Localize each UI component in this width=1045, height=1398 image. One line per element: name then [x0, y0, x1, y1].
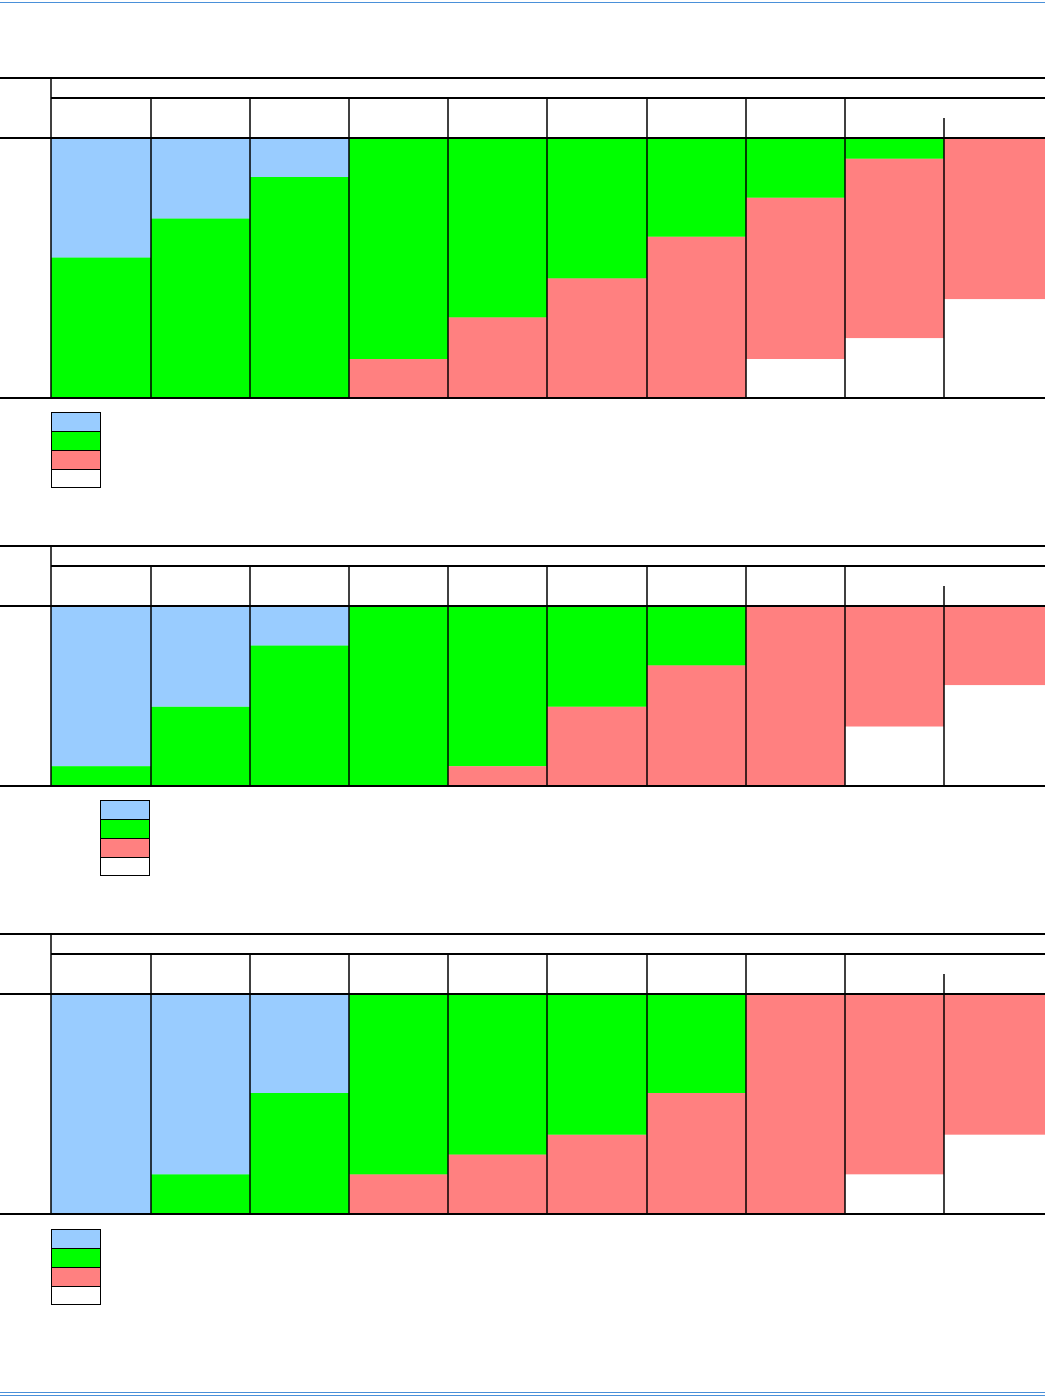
chart-panel-3	[0, 933, 1045, 1305]
legend-swatch-1	[51, 412, 101, 431]
bar-segment-4-2	[349, 994, 448, 1175]
bar-segment-10-4	[944, 1134, 1045, 1214]
bar-segment-2-2	[151, 1174, 250, 1214]
bar-segment-8-3	[746, 197, 845, 359]
legend-swatch-3	[51, 1267, 101, 1286]
bar-segment-7-2	[647, 994, 746, 1093]
legend-swatch-2	[51, 1248, 101, 1267]
bar-segment-8-2	[746, 138, 845, 198]
legend-swatch-3	[100, 838, 150, 857]
bar-segment-7-2	[647, 138, 746, 237]
bar-segment-8-3	[746, 994, 845, 1214]
bar-segment-2-1	[151, 138, 250, 219]
legend-swatch-4	[51, 469, 101, 488]
legend-swatch-1	[100, 800, 150, 819]
bar-segment-5-3	[448, 766, 547, 786]
legend-swatch-4	[51, 1286, 101, 1305]
bar-segment-6-3	[547, 1134, 647, 1214]
bar-segment-2-1	[151, 994, 250, 1175]
bottom-rule-2	[0, 1395, 1045, 1396]
legend-swatch-2	[100, 819, 150, 838]
stacked-bar-chart-3	[0, 933, 1045, 1215]
bar-segment-9-3	[845, 994, 944, 1175]
bar-segment-8-3	[746, 606, 845, 786]
bar-segment-8-4	[746, 359, 845, 398]
bar-segment-10-4	[944, 685, 1045, 786]
bar-segment-3-1	[250, 994, 349, 1093]
bar-segment-6-3	[547, 278, 647, 398]
bar-segment-3-1	[250, 606, 349, 646]
legend-3	[51, 1229, 101, 1305]
bar-segment-3-2	[250, 645, 349, 786]
bar-segment-5-2	[448, 606, 547, 767]
bar-segment-5-2	[448, 138, 547, 318]
bar-segment-9-4	[845, 726, 944, 786]
bar-segment-10-3	[944, 138, 1045, 300]
chart-panel-1	[0, 0, 1045, 500]
stacked-bar-chart-2	[0, 545, 1045, 787]
legend-swatch-4	[100, 857, 150, 876]
bar-segment-2-1	[151, 606, 250, 707]
bar-segment-3-1	[250, 138, 349, 177]
top-rule	[0, 2, 1045, 3]
chart-panel-2	[0, 545, 1045, 876]
bar-segment-4-2	[349, 606, 448, 786]
bar-segment-1-1	[51, 994, 151, 1214]
bar-segment-3-2	[250, 1093, 349, 1214]
bar-segment-10-4	[944, 299, 1045, 398]
bar-segment-4-3	[349, 359, 448, 398]
bar-segment-10-3	[944, 606, 1045, 686]
bar-segment-1-2	[51, 766, 151, 786]
legend-2	[100, 800, 150, 876]
bar-segment-5-2	[448, 994, 547, 1155]
bar-segment-2-2	[151, 218, 250, 398]
legend-swatch-3	[51, 450, 101, 469]
bar-segment-6-2	[547, 606, 647, 707]
bar-segment-5-3	[448, 1154, 547, 1214]
bar-segment-9-4	[845, 1174, 944, 1214]
bar-segment-7-3	[647, 665, 746, 786]
bar-segment-6-3	[547, 706, 647, 786]
bar-segment-9-2	[845, 138, 944, 159]
legend-1	[51, 412, 101, 488]
bar-segment-6-2	[547, 994, 647, 1135]
bar-segment-4-2	[349, 138, 448, 359]
bar-segment-1-1	[51, 138, 151, 258]
bar-segment-7-2	[647, 606, 746, 666]
bar-segment-9-3	[845, 158, 944, 339]
bar-segment-5-3	[448, 317, 547, 398]
bar-segment-6-2	[547, 138, 647, 279]
bottom-rule	[0, 1392, 1045, 1393]
bar-segment-7-3	[647, 236, 746, 398]
legend-swatch-2	[51, 431, 101, 450]
bar-segment-9-3	[845, 606, 944, 727]
bar-segment-9-4	[845, 338, 944, 398]
bar-segment-7-3	[647, 1093, 746, 1214]
bar-segment-3-2	[250, 177, 349, 398]
bar-segment-2-2	[151, 706, 250, 786]
bar-segment-4-3	[349, 1174, 448, 1214]
legend-swatch-1	[51, 1229, 101, 1248]
stacked-bar-chart-1	[0, 77, 1045, 399]
bar-segment-1-1	[51, 606, 151, 767]
bar-segment-10-3	[944, 994, 1045, 1135]
bar-segment-1-2	[51, 257, 151, 398]
